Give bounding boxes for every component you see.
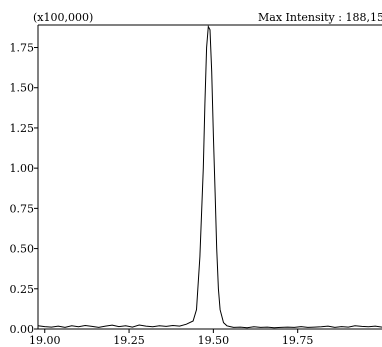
y-tick-label-5: 1.25: [10, 122, 35, 135]
x-tick-label-2: 19.50: [198, 334, 230, 347]
y-tick-label-6: 1.50: [10, 82, 35, 95]
y-tick-label-1: 0.25: [10, 283, 35, 296]
x-tick-label-3: 19.75: [282, 334, 314, 347]
series-line-0: [37, 24, 382, 329]
y-tick-label-7: 1.75: [10, 42, 35, 55]
y-tick-label-4: 1.00: [10, 162, 35, 175]
x-tick-label-0: 19.00: [29, 334, 61, 347]
x-tick-label-1: 19.25: [113, 334, 145, 347]
scale-label: (x100,000): [33, 11, 93, 24]
y-tick-label-2: 0.50: [10, 243, 35, 256]
y-tick-label-0: 0.00: [10, 323, 35, 336]
x-axis-ticks: 19.00 19.25 19.50 19.75: [29, 329, 313, 347]
y-axis-ticks: 0.00 0.25 0.50 0.75 1.00 1.25 1.50 1.75: [10, 42, 38, 336]
max-intensity-label: Max Intensity : 188,159: [258, 11, 382, 24]
series-layer: [37, 24, 382, 329]
y-tick-label-3: 0.75: [10, 202, 35, 215]
